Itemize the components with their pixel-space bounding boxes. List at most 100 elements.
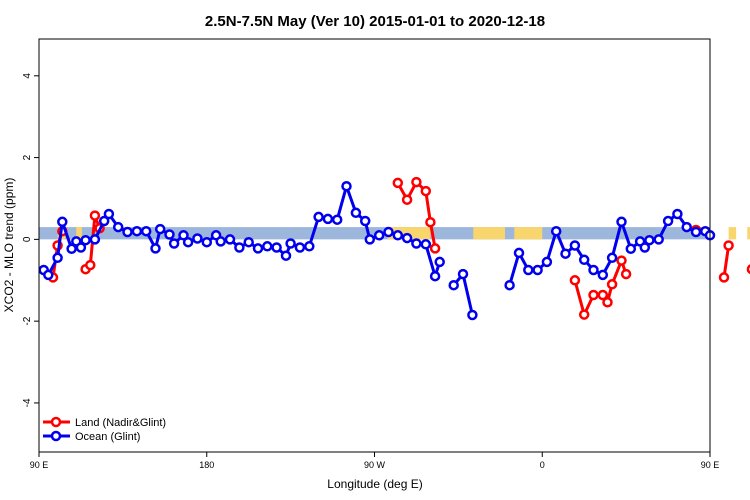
data-point <box>560 248 571 259</box>
data-point <box>616 255 627 266</box>
x-axis: 90 E 180 90 W 0 90 E <box>30 452 720 470</box>
x-tick-label: 90 E <box>30 460 49 470</box>
data-point <box>401 194 413 205</box>
data-point <box>723 240 734 251</box>
legend-land-label: Land (Nadir&Glint) <box>75 417 166 429</box>
data-point <box>359 215 371 227</box>
data-point <box>262 241 273 252</box>
data-point <box>89 234 101 245</box>
data-point <box>234 242 245 253</box>
data-point <box>425 216 436 228</box>
data-point <box>140 225 152 237</box>
data-point <box>606 279 618 290</box>
y-tick-label: -2 <box>22 316 33 325</box>
data-point <box>578 254 590 266</box>
legend-ocean-marker <box>50 430 62 442</box>
data-point <box>504 279 515 291</box>
data-point <box>606 252 618 264</box>
data-point <box>215 236 226 247</box>
plot-data <box>38 176 750 321</box>
data-point <box>341 180 352 192</box>
x-axis-label: Longitude (deg E) <box>327 477 422 491</box>
data-point <box>168 238 180 249</box>
y-axis-label: XCO2 - MLO trend (ppm) <box>2 178 16 313</box>
data-point <box>448 279 459 291</box>
data-point <box>182 236 194 248</box>
data-point <box>625 243 637 255</box>
data-point <box>52 252 63 264</box>
data-point <box>513 247 525 259</box>
data-point <box>164 229 175 240</box>
data-point <box>89 210 101 221</box>
data-point <box>690 226 702 238</box>
data-point <box>672 208 683 220</box>
data-point <box>392 177 404 189</box>
land-series <box>47 176 750 320</box>
data-point <box>578 309 590 320</box>
data-point <box>434 256 445 268</box>
data-point <box>350 207 362 219</box>
data-point <box>331 214 343 225</box>
land-band-patch <box>76 227 82 240</box>
data-point <box>178 230 189 241</box>
data-point <box>280 250 292 261</box>
data-point <box>383 226 394 238</box>
data-point <box>80 234 91 246</box>
data-point <box>103 208 115 220</box>
data-point <box>364 234 376 245</box>
land-band-patch <box>514 227 543 240</box>
data-point <box>616 216 627 228</box>
data-point <box>373 230 385 241</box>
data-point <box>569 275 581 286</box>
data-point <box>122 226 133 238</box>
data-point <box>653 234 664 245</box>
data-point <box>98 215 110 227</box>
data-point <box>429 243 441 254</box>
x-tick-label: 90 E <box>701 460 720 470</box>
data-point <box>411 176 422 188</box>
data-point <box>681 221 692 233</box>
data-point <box>285 238 296 249</box>
series-line <box>452 272 474 316</box>
legend: Land (Nadir&Glint) Ocean (Glint) <box>43 416 166 443</box>
y-tick-label: 4 <box>22 73 33 79</box>
data-point <box>429 270 441 282</box>
data-point <box>541 256 553 268</box>
data-point <box>523 264 534 276</box>
data-point <box>43 269 54 281</box>
data-point <box>294 242 306 253</box>
x-tick-label: 90 W <box>364 460 386 470</box>
data-point <box>252 243 264 254</box>
data-point <box>569 240 581 251</box>
data-point <box>588 289 599 301</box>
data-point <box>313 211 324 223</box>
data-point <box>420 239 432 250</box>
data-point <box>597 269 609 281</box>
y-tick-label: -4 <box>22 398 33 407</box>
data-point <box>322 213 334 225</box>
data-point <box>392 230 404 241</box>
data-point <box>401 232 413 244</box>
legend-land-marker <box>50 416 62 428</box>
data-point <box>420 185 432 197</box>
data-point <box>192 233 203 244</box>
y-tick-label: 0 <box>22 236 33 242</box>
data-point <box>644 234 655 246</box>
land-band-patch <box>473 227 505 240</box>
legend-ocean-label: Ocean (Glint) <box>75 431 140 443</box>
x-tick-label: 180 <box>199 460 214 470</box>
data-point <box>718 272 730 283</box>
data-point <box>112 221 124 233</box>
land-band-patch <box>747 227 750 240</box>
data-point <box>224 234 236 245</box>
data-point <box>75 242 87 253</box>
plot-frame <box>38 38 711 453</box>
chart-title: 2.5N-7.5N May (Ver 10) 2015-01-01 to 202… <box>205 13 545 30</box>
data-point <box>201 236 213 248</box>
data-point <box>57 216 68 228</box>
series-line <box>722 245 731 278</box>
data-point <box>457 268 469 280</box>
data-point <box>620 268 632 280</box>
data-point <box>150 243 161 254</box>
